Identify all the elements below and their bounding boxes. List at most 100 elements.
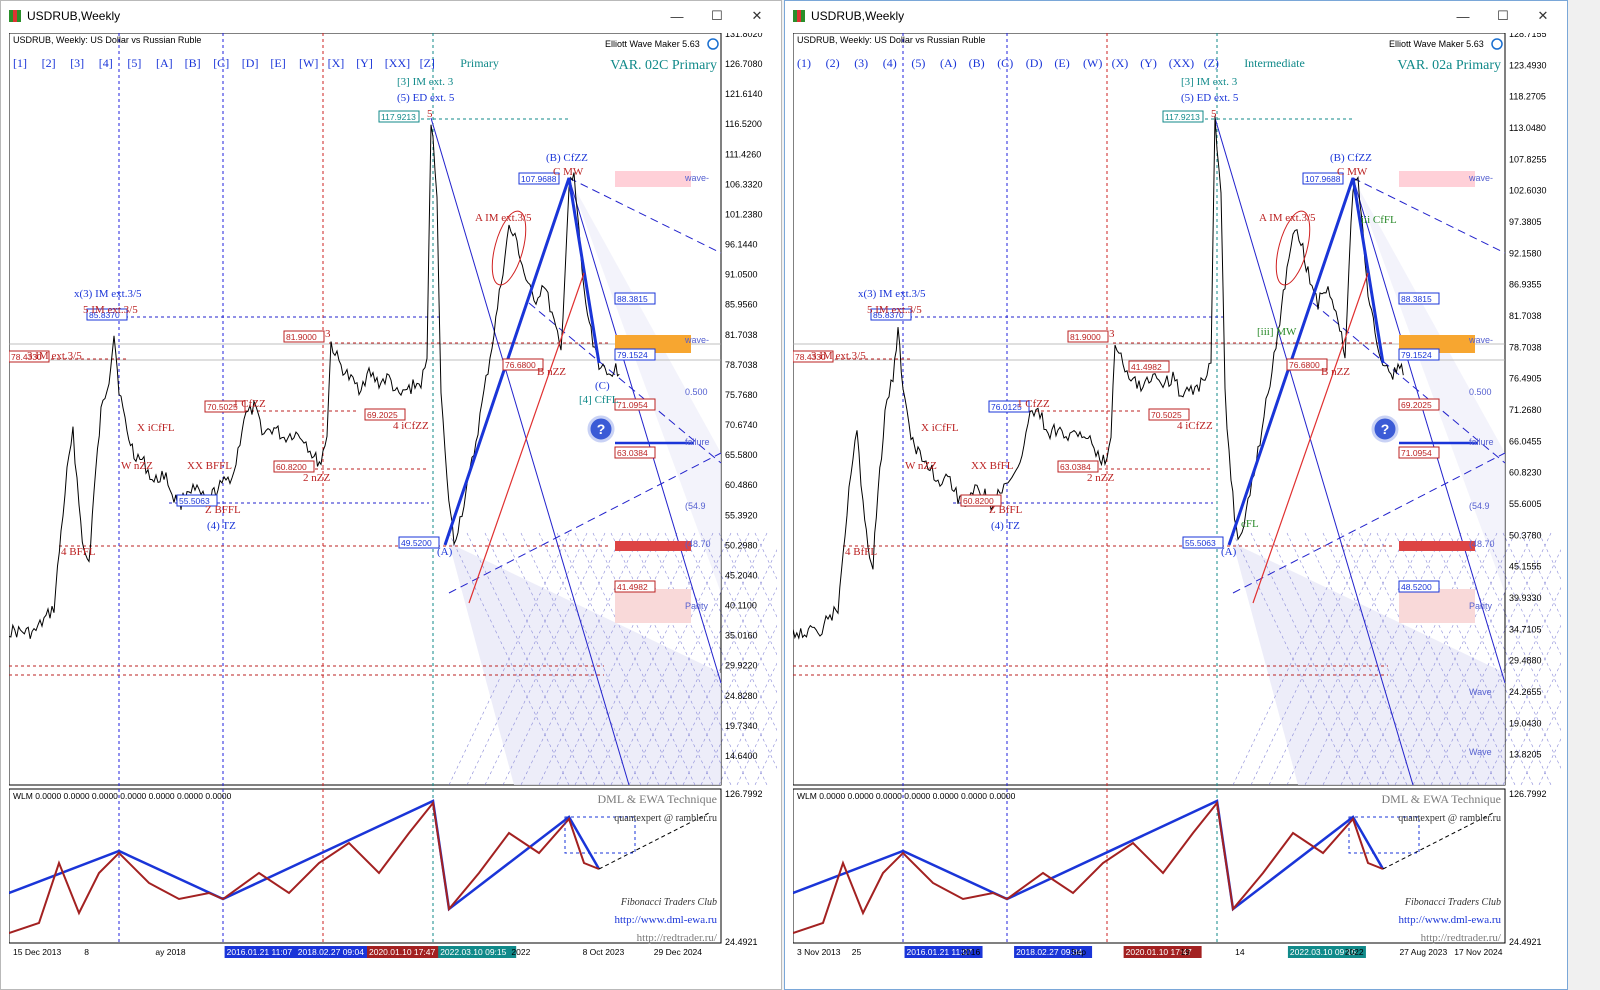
price-box — [204, 400, 246, 413]
wave-label: (5) ED ext. 5 — [1181, 92, 1239, 104]
wave-button[interactable]: [5] — [127, 56, 141, 70]
help-icon-glyph: ? — [1381, 421, 1390, 437]
wave-button[interactable]: [3] — [70, 56, 84, 70]
date-axis-label: 3 Nov 2013 — [797, 947, 841, 957]
date-axis-label: ay 2018 — [155, 947, 186, 957]
price-box — [1398, 580, 1440, 593]
wave-button[interactable]: (D) — [1026, 56, 1043, 70]
wave-button[interactable]: [Z] — [420, 56, 435, 70]
chart-window-left[interactable]: USDRUB,Weekly — ☐ ✕ 131.8020 126.7080 121.… — [0, 0, 876, 990]
price-box-label: 117.9213 — [381, 112, 416, 122]
fib-grid-line — [664, 532, 786, 786]
wave-button[interactable]: (5) — [911, 56, 925, 70]
minimize-icon[interactable]: — — [670, 8, 684, 24]
chart-window-right[interactable]: USDRUB,Weekly — ☐ ✕ 128.7155 123.4930 118.… — [784, 0, 1600, 990]
price-box — [1162, 110, 1204, 123]
price-axis-label: 55.3920 — [725, 510, 758, 520]
wave-button[interactable]: [4] — [99, 56, 113, 70]
price-axis-label: 34.7105 — [1509, 624, 1542, 634]
channel-line — [1352, 177, 1506, 684]
fib-grid-line — [448, 532, 570, 786]
wave-button[interactable]: [D] — [242, 56, 259, 70]
credit-text: http://redtrader.ru/ — [1421, 932, 1502, 944]
price-box — [273, 460, 315, 473]
wave-button[interactable]: [X] — [328, 56, 345, 70]
chart-icon — [9, 10, 21, 22]
wave-label: W nZZ — [905, 460, 937, 472]
wave-button[interactable]: (W) — [1083, 56, 1102, 70]
fib-grid-line — [1430, 532, 1552, 786]
chart-area[interactable]: 131.8020 126.7080 121.6140 116.5200 111.4260… — [8, 29, 876, 988]
price-box — [1128, 360, 1170, 373]
wave-button[interactable]: (4) — [883, 56, 897, 70]
zone-label: failure — [685, 437, 710, 447]
wave-button[interactable]: [W] — [299, 56, 318, 70]
price-box-label: 117.9213 — [1165, 112, 1200, 122]
wave-button[interactable]: (E) — [1054, 56, 1069, 70]
wave-button[interactable]: [A] — [156, 56, 173, 70]
date-highlight — [295, 946, 374, 958]
fib-grid-line — [1466, 532, 1588, 786]
price-axis-label: 39.9330 — [1509, 593, 1542, 603]
wave-button[interactable]: (Z) — [1204, 56, 1219, 70]
indicator-axis-label: 24.4921 — [1509, 937, 1542, 947]
fib-grid-line — [1538, 656, 1600, 786]
wave-label: 5 — [427, 108, 433, 120]
wave-button[interactable]: (XX) — [1169, 56, 1194, 70]
chart-svg[interactable]: 131.8020 126.7080 121.6140 116.5200 111.4260… — [8, 29, 876, 983]
chart-area[interactable]: 128.7155 123.4930 118.2705 113.0480 107.8255… — [792, 29, 1600, 988]
wave-button[interactable]: [E] — [270, 56, 285, 70]
price-box — [86, 308, 128, 321]
title-bar[interactable]: USDRUB,Weekly — ☐ ✕ — [785, 1, 1567, 31]
wave-button[interactable]: (X) — [1112, 56, 1129, 70]
price-box — [1398, 398, 1440, 411]
fib-grid-line — [1304, 532, 1426, 786]
maximize-icon[interactable]: ☐ — [711, 8, 723, 23]
chart-svg[interactable]: 128.7155 123.4930 118.2705 113.0480 107.8255… — [792, 29, 1600, 983]
target-zone — [615, 171, 691, 187]
close-icon[interactable]: ✕ — [751, 8, 763, 23]
fib-grid-line — [1358, 532, 1480, 786]
wave-button[interactable]: [XX] — [385, 56, 410, 70]
wave-button[interactable]: (3) — [854, 56, 868, 70]
close-icon[interactable]: ✕ — [1537, 8, 1549, 23]
maximize-icon[interactable]: ☐ — [1497, 8, 1509, 23]
wave-button[interactable]: (B) — [969, 56, 985, 70]
wave-button[interactable]: (Y) — [1140, 56, 1157, 70]
wave-label: 4 BfFL — [845, 546, 877, 558]
wave-button[interactable]: [1] — [13, 56, 27, 70]
price-box-label: 81.9000 — [286, 332, 317, 342]
wave-label: 2 nZZ — [303, 472, 330, 484]
wave-button[interactable]: (2) — [826, 56, 840, 70]
date-highlight — [367, 946, 445, 958]
price-axis-label: 113.0480 — [1509, 123, 1546, 133]
wave-button[interactable]: (C) — [997, 56, 1013, 70]
price-axis-label: 60.8230 — [1509, 468, 1542, 478]
wave-label: [4] CfFL — [579, 394, 619, 406]
date-axis-label: 2022 — [511, 947, 530, 957]
title-bar[interactable]: USDRUB,Weekly — ☐ ✕ — [1, 1, 781, 31]
date-axis-label: 2020.01.10 17:47 — [369, 947, 435, 957]
price-box-label: 63.0384 — [1060, 462, 1091, 472]
price-axis-label: 107.8255 — [1509, 154, 1547, 164]
wave-button[interactable]: (A) — [940, 56, 957, 70]
price-axis-label: 91.0500 — [725, 270, 758, 280]
wave-label: Z BFFL — [205, 504, 241, 516]
wave-button[interactable]: [B] — [185, 56, 201, 70]
wave-button[interactable]: (1) — [797, 56, 811, 70]
fib-grid-line — [1250, 532, 1372, 786]
price-box — [614, 446, 656, 459]
zone-label: Parity — [685, 601, 709, 611]
wave-label: (B) CfZZ — [546, 152, 588, 164]
price-box-label: 107.9688 — [1305, 174, 1341, 184]
price-axis-label: 19.0430 — [1509, 718, 1542, 728]
price-box-label: 69.2025 — [1401, 400, 1432, 410]
price-axis-label: 35.0160 — [725, 631, 758, 641]
price-axis-label: 13.8205 — [1509, 750, 1542, 760]
wave-button[interactable]: [2] — [42, 56, 56, 70]
channel-line — [528, 302, 722, 464]
wave-button[interactable]: [C] — [213, 56, 229, 70]
wave-button[interactable]: [Y] — [356, 56, 373, 70]
zone-label: (54.9 — [1469, 501, 1490, 511]
minimize-icon[interactable]: — — [1456, 8, 1470, 24]
